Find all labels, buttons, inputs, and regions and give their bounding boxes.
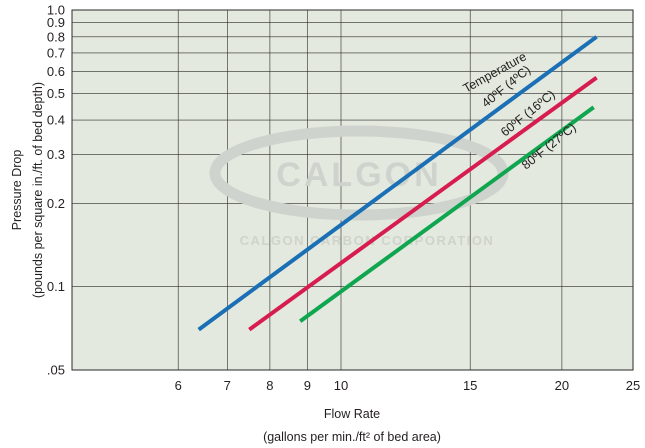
watermark-logo-text: CALGON bbox=[276, 156, 441, 194]
tick-labels: .05 0.1 0.2 0.3 0.4 0.5 0.6 0.70.80.91.0 6 7 8 9 10 1… bbox=[47, 3, 640, 394]
x-tick-label: 7 bbox=[224, 378, 231, 393]
series-line-2 bbox=[299, 105, 595, 323]
watermark-company-text: CALGON CARBON CORPORATION bbox=[240, 233, 495, 248]
x-axis-subtitle: (gallons per min./ft² of bed area) bbox=[263, 430, 441, 444]
plot-area bbox=[71, 9, 634, 371]
y-tick-label: 0.1 bbox=[47, 279, 65, 294]
x-tick-label: 15 bbox=[463, 378, 477, 393]
y-tick-label: 0.4 bbox=[47, 113, 65, 128]
x-tick-label: 9 bbox=[304, 378, 311, 393]
y-tick-label: 0.5 bbox=[47, 86, 65, 101]
y-tick-label: 0.2 bbox=[47, 196, 65, 211]
grid bbox=[72, 9, 634, 371]
y-tick-label: 0.8 bbox=[47, 29, 65, 44]
x-tick-label: 8 bbox=[266, 378, 273, 393]
y-tick-label: 0.9 bbox=[47, 15, 65, 30]
watermark: CALGON CALGON CARBON CORPORATION bbox=[209, 125, 509, 248]
series-line-0 bbox=[197, 35, 598, 332]
x-tick-label: 10 bbox=[334, 378, 348, 393]
y-tick-label: .05 bbox=[47, 363, 65, 378]
series-line-1 bbox=[248, 75, 598, 332]
y-axis-title: Pressure Drop bbox=[10, 150, 24, 231]
x-tick-label: 6 bbox=[175, 378, 182, 393]
y-tick-label: 0.7 bbox=[47, 45, 65, 60]
y-tick-label: 0.6 bbox=[47, 64, 65, 79]
y-tick-label: 1.0 bbox=[47, 3, 65, 18]
y-tick-label: 0.3 bbox=[47, 147, 65, 162]
series-lines bbox=[197, 35, 598, 332]
x-axis-title: Flow Rate bbox=[324, 407, 380, 421]
x-tick-label: 20 bbox=[555, 378, 569, 393]
x-tick-label: 25 bbox=[626, 378, 640, 393]
y-axis-subtitle: (pounds per square in./ft. of bed depth) bbox=[31, 82, 45, 298]
